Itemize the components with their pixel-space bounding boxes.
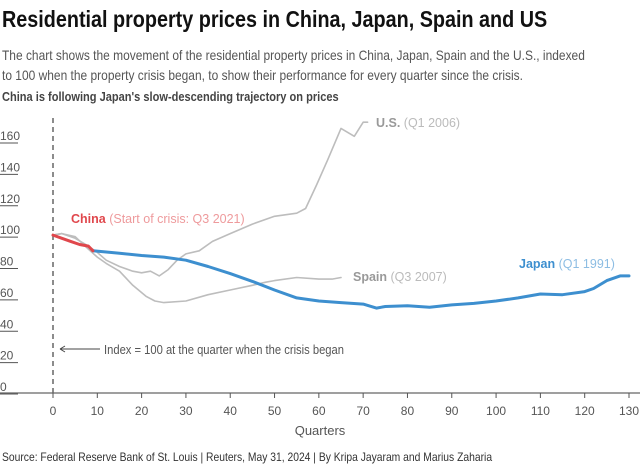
chart-title: Residential property prices in China, Ja… — [2, 6, 636, 33]
series-line-spain — [52, 232, 342, 304]
x-tick-label: 10 — [91, 404, 105, 418]
series-detail: (Q1 2006) — [404, 116, 460, 130]
y-axis: 0 20 40 60 80 100 120 140 160 — [0, 129, 20, 395]
series-line-japan — [91, 249, 631, 310]
series-lines — [51, 121, 631, 310]
subtitle-line-1: The chart shows the movement of the resi… — [2, 47, 585, 63]
x-tick-label: 120 — [575, 404, 595, 418]
series-line-china — [51, 233, 95, 253]
footer-text: Source: Federal Reserve Bank of St. Loui… — [2, 450, 493, 464]
x-tick-label: 60 — [312, 404, 326, 418]
y-tick-label: 20 — [0, 349, 14, 363]
y-tick-label: 160 — [0, 129, 20, 143]
x-tick-label: 100 — [486, 404, 506, 418]
series-name: Spain — [353, 270, 391, 284]
x-axis-label: Quarters — [295, 423, 346, 438]
series-name: U.S. — [376, 116, 404, 130]
y-tick-label: 60 — [0, 286, 14, 300]
series-line-us — [52, 121, 369, 277]
line-chart: 0 20 40 60 80 100 120 140 160 0 10 20 30 40 50 60 70 80 9… — [0, 116, 640, 438]
y-tick-label: 80 — [0, 255, 14, 269]
x-tick-label: 70 — [356, 404, 370, 418]
y-tick-label: 40 — [0, 317, 14, 331]
x-tick-label: 90 — [445, 404, 459, 418]
x-tick-label: 30 — [179, 404, 193, 418]
series-detail: (Start of crisis: Q3 2021) — [109, 212, 244, 226]
series-detail: (Q1 1991) — [559, 257, 615, 271]
x-tick-label: 20 — [135, 404, 149, 418]
chart-subtitle: The chart shows the movement of the resi… — [2, 45, 640, 85]
series-detail: (Q3 2007) — [391, 270, 447, 284]
x-tick-label: 40 — [224, 404, 238, 418]
x-tick-label: 130 — [619, 404, 639, 418]
subtitle-line-2: to 100 when the property crisis began, t… — [2, 67, 523, 83]
chart-subheading: China is following Japan's slow-descendi… — [2, 89, 398, 104]
series-labels: U.S. (Q1 2006) Spain (Q3 2007) Japan (Q1 1… — [71, 116, 615, 284]
chart-title-text: Residential property prices in China, Ja… — [2, 6, 548, 32]
y-tick-label: 120 — [0, 192, 20, 206]
y-tick-label: 100 — [0, 223, 20, 237]
series-name: China — [71, 212, 109, 226]
arrowhead-icon — [59, 345, 66, 353]
chart-footer: Source: Federal Reserve Bank of St. Loui… — [2, 450, 572, 464]
x-tick-label: 80 — [401, 404, 415, 418]
x-tick-label: 110 — [531, 404, 550, 418]
series-label-china: China (Start of crisis: Q3 2021) — [71, 212, 245, 226]
x-tick-label: 0 — [50, 404, 57, 418]
series-label-us: U.S. (Q1 2006) — [376, 116, 460, 130]
series-name: Japan — [519, 257, 559, 271]
x-tick-label: 50 — [268, 404, 282, 418]
x-axis: 0 10 20 30 40 50 60 70 80 90 100 110 120 130 — [0, 392, 640, 418]
subheading-text: China is following Japan's slow-descendi… — [2, 89, 339, 104]
series-label-spain: Spain (Q3 2007) — [353, 270, 447, 284]
annotation: Index = 100 at the quarter when the cris… — [59, 342, 344, 357]
series-label-japan: Japan (Q1 1991) — [519, 257, 615, 271]
y-tick-label: 140 — [0, 160, 20, 174]
y-tick-label: 0 — [0, 380, 7, 394]
annotation-text: Index = 100 at the quarter when the cris… — [104, 342, 344, 357]
